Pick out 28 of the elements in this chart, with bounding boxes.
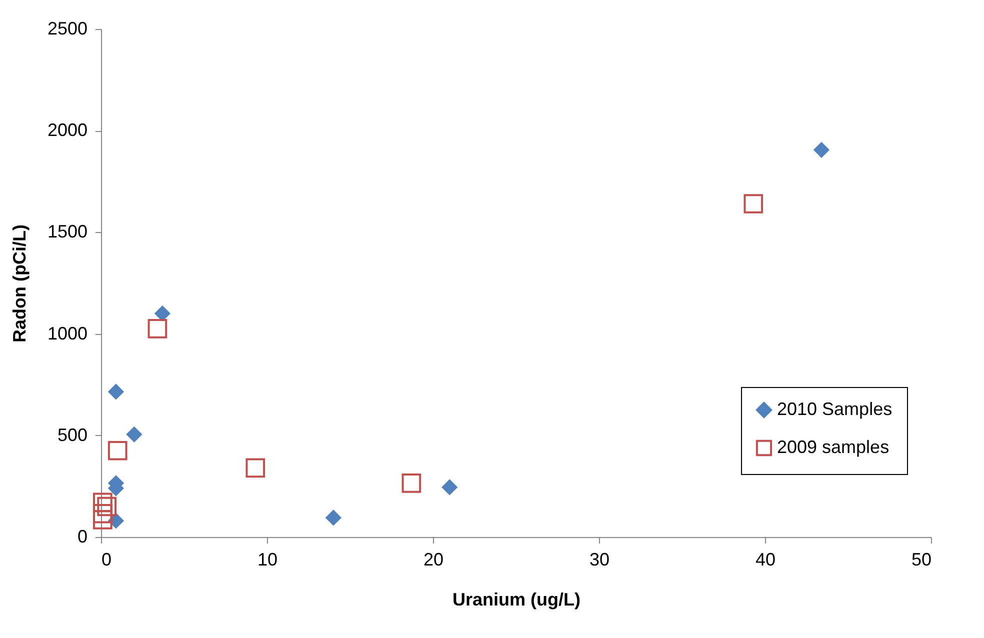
point	[402, 473, 422, 493]
point	[442, 479, 458, 496]
x-tick-label: 30	[589, 550, 610, 570]
y-tick-label: 1500	[47, 222, 88, 242]
x-tick-label: 0	[102, 550, 112, 570]
y-tick-label: 2500	[47, 18, 88, 38]
y-axis-title: Radon (pCi/L)	[9, 224, 30, 342]
point	[744, 194, 764, 214]
point	[108, 384, 124, 400]
point	[97, 496, 116, 516]
y-tick-label: 1000	[47, 323, 88, 344]
point	[325, 510, 342, 526]
x-tick-label: 20	[423, 550, 444, 570]
legend-label: 2009 samples	[777, 437, 890, 457]
x-tick-label: 40	[755, 550, 776, 570]
point	[154, 305, 170, 322]
x-axis-title: Uranium (ug/L)	[452, 590, 580, 610]
y-tick-label: 2000	[47, 120, 88, 140]
x-tick-label: 10	[257, 550, 278, 570]
y-tick-label: 0	[77, 526, 88, 546]
x-tick-label: 50	[911, 550, 932, 570]
y-tick-label: 500	[57, 424, 88, 445]
point	[108, 440, 128, 460]
point	[813, 142, 830, 158]
legend-label: 2010 Samples	[777, 399, 892, 419]
point	[246, 458, 266, 478]
point	[148, 319, 168, 338]
point	[126, 426, 142, 442]
